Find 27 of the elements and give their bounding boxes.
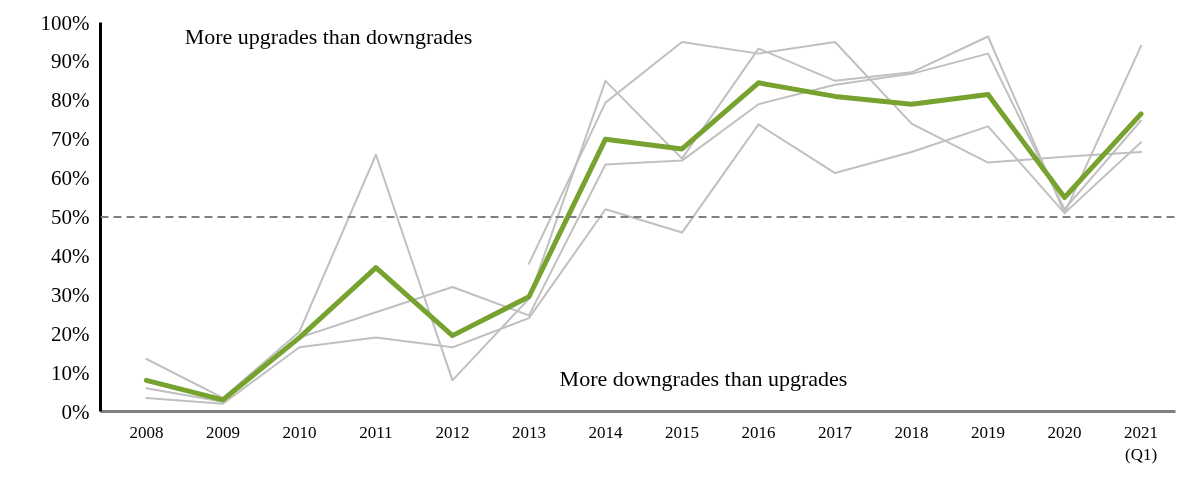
y-tick-label: 50%	[51, 205, 90, 229]
x-tick-label: 2009	[205, 422, 240, 442]
y-tick-label: 60%	[51, 166, 90, 191]
x-tick-label: 2017	[818, 422, 853, 442]
y-tick-label: 70%	[51, 127, 90, 152]
y-tick-label: 30%	[51, 282, 90, 307]
y-tick-label: 40%	[51, 243, 90, 268]
x-tick-label: 2019	[971, 422, 1006, 442]
x-tick-label: 2016	[741, 422, 776, 442]
x-tick-label: 2011	[359, 422, 393, 442]
x-tick-label: 2012	[435, 422, 470, 442]
x-tick-label: 2010	[282, 422, 317, 442]
x-tick-label: 2021 (Q1)	[1124, 422, 1159, 465]
x-tick-label: 2015	[664, 422, 699, 442]
x-tick-label: 2013	[511, 422, 546, 442]
y-tick-label: 100%	[40, 10, 90, 35]
annotation: More downgrades than upgrades	[559, 365, 848, 391]
y-tick-label: 80%	[51, 88, 90, 113]
y-tick-label: 10%	[51, 360, 90, 385]
y-tick-label: 20%	[51, 321, 90, 346]
x-tick-label: 2008	[129, 422, 164, 442]
y-tick-label: 0%	[61, 399, 90, 424]
x-tick-label: 2020	[1047, 422, 1082, 442]
x-tick-label: 2018	[894, 422, 929, 442]
y-tick-label: 90%	[51, 49, 90, 74]
x-tick-label: 2014	[588, 422, 623, 442]
annotation: More upgrades than downgrades	[184, 23, 473, 49]
